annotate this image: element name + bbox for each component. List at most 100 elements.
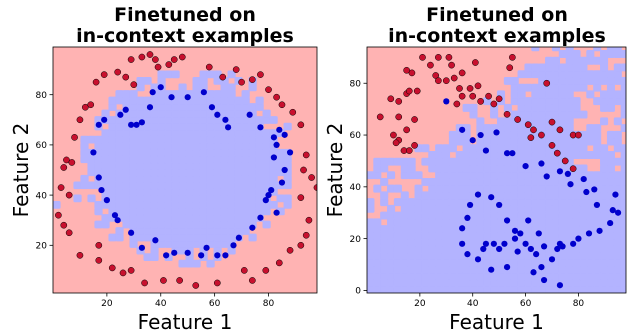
point-class1: [482, 147, 490, 154]
point-class0: [178, 53, 186, 61]
chart-title: in-context examples: [388, 25, 606, 47]
point-class0: [302, 151, 310, 159]
point-class0: [458, 92, 466, 100]
point-class1: [488, 266, 495, 273]
point-class1: [496, 201, 503, 209]
point-class0: [432, 72, 440, 79]
point-class1: [152, 237, 159, 244]
point-class0: [490, 100, 498, 108]
point-class0: [205, 63, 213, 71]
point-class0: [122, 73, 130, 81]
point-class1: [614, 209, 622, 216]
point-class1: [222, 252, 229, 259]
point-class1: [235, 234, 242, 241]
point-class0: [495, 95, 503, 103]
point-class0: [262, 267, 270, 274]
y-axis-label: Feature 2: [9, 123, 33, 218]
point-class0: [76, 251, 84, 259]
point-class1: [146, 104, 154, 111]
point-class1: [514, 248, 521, 255]
point-class1: [564, 170, 571, 177]
point-class0: [60, 164, 68, 171]
point-class0: [403, 126, 410, 134]
axes-frame: [52, 46, 318, 294]
point-class1: [262, 197, 269, 204]
point-class1: [466, 201, 474, 209]
x-tick-label: 60: [209, 299, 221, 309]
point-class0: [81, 103, 89, 111]
point-class1: [591, 186, 598, 193]
point-class1: [511, 227, 519, 234]
point-class1: [464, 251, 471, 258]
point-class1: [270, 134, 277, 141]
point-class0: [514, 116, 521, 123]
point-class1: [103, 197, 110, 204]
point-class0: [213, 279, 221, 287]
point-class0: [524, 121, 532, 129]
point-class0: [435, 54, 442, 61]
point-class1: [443, 98, 450, 105]
decision-regions: [367, 47, 626, 293]
point-class0: [543, 79, 551, 87]
point-class0: [548, 142, 556, 149]
point-class0: [176, 277, 183, 284]
point-class0: [503, 110, 511, 118]
point-class1: [570, 240, 577, 247]
point-class1: [214, 252, 221, 259]
point-class1: [157, 84, 164, 91]
point-class0: [273, 93, 280, 101]
point-class1: [488, 194, 495, 201]
point-class0: [76, 116, 84, 124]
point-class1: [503, 150, 511, 157]
y-tick-label: 40: [350, 183, 362, 193]
point-class1: [184, 94, 191, 101]
point-class1: [111, 212, 119, 219]
x-tick-label: 80: [263, 299, 275, 309]
point-class1: [482, 240, 490, 247]
chart-title: Finetuned on: [114, 4, 256, 26]
point-class0: [248, 76, 256, 83]
point-class1: [567, 181, 574, 188]
y-tick-label: 80: [36, 91, 48, 101]
point-class1: [268, 186, 275, 194]
point-class1: [503, 217, 511, 224]
point-class0: [65, 229, 73, 237]
point-class0: [300, 166, 307, 174]
point-class1: [548, 256, 556, 263]
point-class1: [122, 106, 129, 113]
point-class0: [65, 191, 73, 199]
point-class1: [543, 173, 550, 180]
point-class1: [273, 141, 280, 148]
point-class1: [203, 244, 210, 251]
point-class1: [530, 269, 537, 276]
point-class1: [459, 225, 466, 232]
x-tick-label: 40: [467, 299, 479, 309]
point-class1: [208, 104, 216, 111]
point-class1: [171, 249, 178, 256]
point-class1: [214, 111, 221, 118]
point-class1: [278, 179, 286, 186]
point-class1: [138, 119, 145, 126]
point-class1: [609, 207, 616, 214]
point-class1: [580, 175, 587, 183]
point-class0: [165, 61, 173, 68]
point-class0: [472, 59, 479, 66]
x-tick-label: 40: [155, 299, 167, 309]
point-class1: [257, 124, 264, 131]
point-class1: [95, 174, 102, 181]
point-class0: [138, 53, 146, 61]
point-class0: [141, 279, 148, 287]
x-tick-label: 80: [573, 299, 585, 309]
y-tick-label: 40: [36, 191, 48, 201]
point-class0: [127, 56, 135, 63]
point-class0: [275, 259, 283, 267]
point-class1: [480, 245, 487, 253]
point-class1: [525, 217, 532, 224]
x-tick-label: 20: [414, 299, 426, 309]
point-class0: [114, 68, 122, 76]
point-class1: [596, 227, 603, 234]
point-class1: [281, 131, 288, 138]
point-class1: [585, 230, 593, 237]
point-class0: [154, 63, 162, 71]
